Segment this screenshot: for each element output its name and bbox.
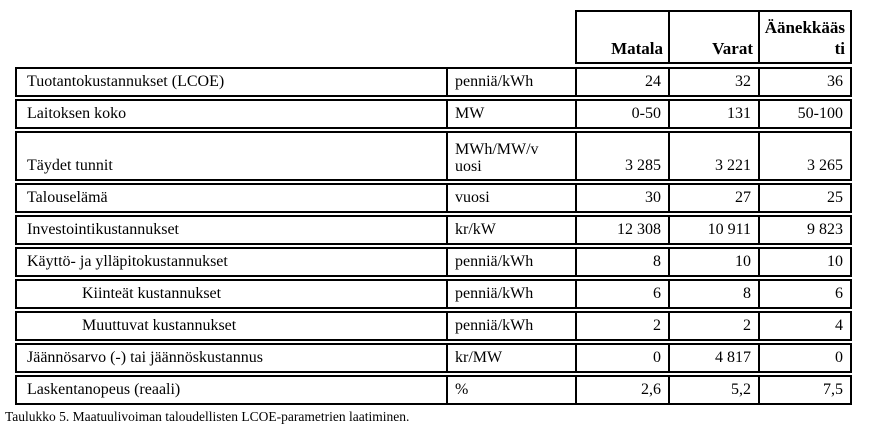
row-label: Muuttuvat kustannukset bbox=[82, 317, 237, 334]
value-varat: 8 bbox=[668, 281, 758, 307]
unit-cell: penniä/kWh bbox=[446, 249, 575, 275]
row-label: Käyttö- ja ylläpitokustannukset bbox=[27, 253, 228, 270]
unit-cell: kr/MW bbox=[446, 345, 575, 371]
value-aanekkaasti: 4 bbox=[758, 313, 850, 339]
value-matala: 0-50 bbox=[575, 101, 668, 127]
value-matala: 30 bbox=[575, 185, 668, 211]
value-varat: 32 bbox=[668, 69, 758, 95]
column-header-varat: Varat bbox=[668, 12, 758, 62]
row-label: Täydet tunnit bbox=[27, 157, 113, 174]
value-matala: 0 bbox=[575, 345, 668, 371]
value-matala: 2 bbox=[575, 313, 668, 339]
value-aanekkaasti: 9 823 bbox=[758, 217, 850, 243]
value-matala: 12 308 bbox=[575, 217, 668, 243]
row-label: Laskentanopeus (reaali) bbox=[27, 381, 181, 398]
unit-cell: kr/kW bbox=[446, 217, 575, 243]
value-varat: 131 bbox=[668, 101, 758, 127]
row-label: Laitoksen koko bbox=[27, 105, 127, 122]
table-body: Tuotantokustannukset (LCOE) penniä/kWh 2… bbox=[15, 67, 852, 405]
value-aanekkaasti: 6 bbox=[758, 281, 850, 307]
table-row: Jäännösarvo (-) tai jäännöskustannus kr/… bbox=[15, 343, 852, 373]
table-row: Muuttuvat kustannukset penniä/kWh 2 2 4 bbox=[15, 311, 852, 341]
value-varat: 5,2 bbox=[668, 377, 758, 403]
value-aanekkaasti: 36 bbox=[758, 69, 850, 95]
value-matala: 8 bbox=[575, 249, 668, 275]
row-label: Tuotantokustannukset (LCOE) bbox=[27, 73, 225, 90]
table-row: Käyttö- ja ylläpitokustannukset penniä/k… bbox=[15, 247, 852, 277]
row-label: Jäännösarvo (-) tai jäännöskustannus bbox=[27, 349, 263, 366]
value-aanekkaasti: 25 bbox=[758, 185, 850, 211]
row-label: Talouselämä bbox=[27, 189, 108, 206]
lcoe-table: Matala Varat Äänekkäästi Tuotantokustann… bbox=[15, 10, 852, 405]
table-row: Kiinteät kustannukset penniä/kWh 6 8 6 bbox=[15, 279, 852, 309]
unit-cell: penniä/kWh bbox=[446, 69, 575, 95]
value-varat: 10 bbox=[668, 249, 758, 275]
unit-cell: MWh/MW/vuosi bbox=[446, 133, 575, 179]
value-matala: 6 bbox=[575, 281, 668, 307]
value-aanekkaasti: 7,5 bbox=[758, 377, 850, 403]
value-varat: 27 bbox=[668, 185, 758, 211]
value-varat: 3 221 bbox=[668, 133, 758, 179]
value-aanekkaasti: 0 bbox=[758, 345, 850, 371]
value-matala: 3 285 bbox=[575, 133, 668, 179]
table-row: Tuotantokustannukset (LCOE) penniä/kWh 2… bbox=[15, 67, 852, 97]
unit-cell: penniä/kWh bbox=[446, 281, 575, 307]
table-row: Talouselämä vuosi 30 27 25 bbox=[15, 183, 852, 213]
row-label: Kiinteät kustannukset bbox=[82, 285, 222, 302]
table-row: Laskentanopeus (reaali) % 2,6 5,2 7,5 bbox=[15, 375, 852, 405]
table-header-row: Matala Varat Äänekkäästi bbox=[575, 10, 852, 64]
table-row: Täydet tunnit MWh/MW/vuosi 3 285 3 221 3… bbox=[15, 131, 852, 181]
column-header-aanekkaasti: Äänekkäästi bbox=[758, 12, 850, 62]
value-varat: 10 911 bbox=[668, 217, 758, 243]
value-aanekkaasti: 50-100 bbox=[758, 101, 850, 127]
column-header-matala: Matala bbox=[611, 38, 663, 58]
unit-cell: penniä/kWh bbox=[446, 313, 575, 339]
unit-cell: % bbox=[446, 377, 575, 403]
unit-cell: vuosi bbox=[446, 185, 575, 211]
table-caption: Taulukko 5. Maatuulivoiman taloudelliste… bbox=[5, 409, 410, 424]
value-aanekkaasti: 3 265 bbox=[758, 133, 850, 179]
value-matala: 2,6 bbox=[575, 377, 668, 403]
value-matala: 24 bbox=[575, 69, 668, 95]
unit-cell: MW bbox=[446, 101, 575, 127]
table-row: Investointikustannukset kr/kW 12 308 10 … bbox=[15, 215, 852, 245]
value-varat: 2 bbox=[668, 313, 758, 339]
row-label: Investointikustannukset bbox=[27, 221, 179, 238]
table-row: Laitoksen koko MW 0-50 131 50-100 bbox=[15, 99, 852, 129]
value-aanekkaasti: 10 bbox=[758, 249, 850, 275]
value-varat: 4 817 bbox=[668, 345, 758, 371]
